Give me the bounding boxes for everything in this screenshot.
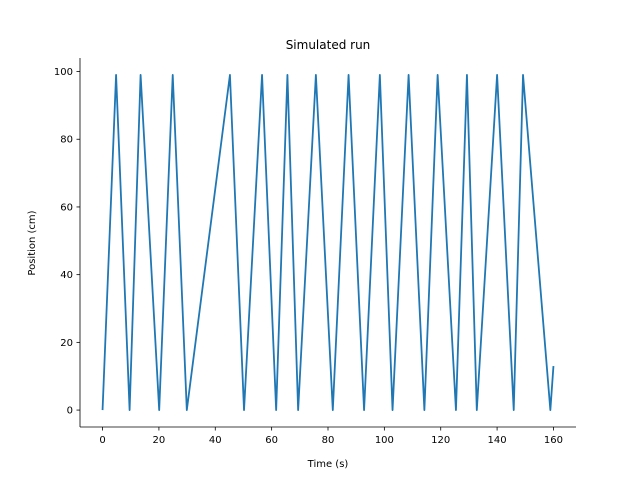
y-tick-label: 40 bbox=[60, 270, 73, 281]
y-tick-label: 0 bbox=[67, 406, 73, 417]
x-tick-label: 80 bbox=[322, 435, 335, 446]
x-tick-label: 40 bbox=[209, 435, 222, 446]
chart-title: Simulated run bbox=[286, 38, 371, 52]
x-tick-label: 160 bbox=[544, 435, 563, 446]
plot-area bbox=[101, 74, 555, 411]
x-ticks: 0 20 40 60 80 100 120 140 160 bbox=[99, 427, 563, 446]
x-tick-label: 60 bbox=[265, 435, 278, 446]
y-ticks: 0 20 40 60 80 100 bbox=[54, 67, 80, 417]
x-tick-label: 0 bbox=[99, 435, 105, 446]
y-tick-label: 80 bbox=[60, 135, 73, 146]
x-tick-label: 20 bbox=[153, 435, 166, 446]
x-tick-label: 100 bbox=[375, 435, 394, 446]
y-tick-label: 20 bbox=[60, 338, 73, 349]
series-line bbox=[101, 74, 555, 411]
x-tick-label: 120 bbox=[431, 435, 450, 446]
y-tick-label: 60 bbox=[60, 202, 73, 213]
x-tick-label: 140 bbox=[488, 435, 507, 446]
x-axis-label: Time (s) bbox=[307, 459, 349, 470]
y-axis-label: Position (cm) bbox=[27, 210, 38, 275]
y-tick-label: 100 bbox=[54, 67, 73, 78]
